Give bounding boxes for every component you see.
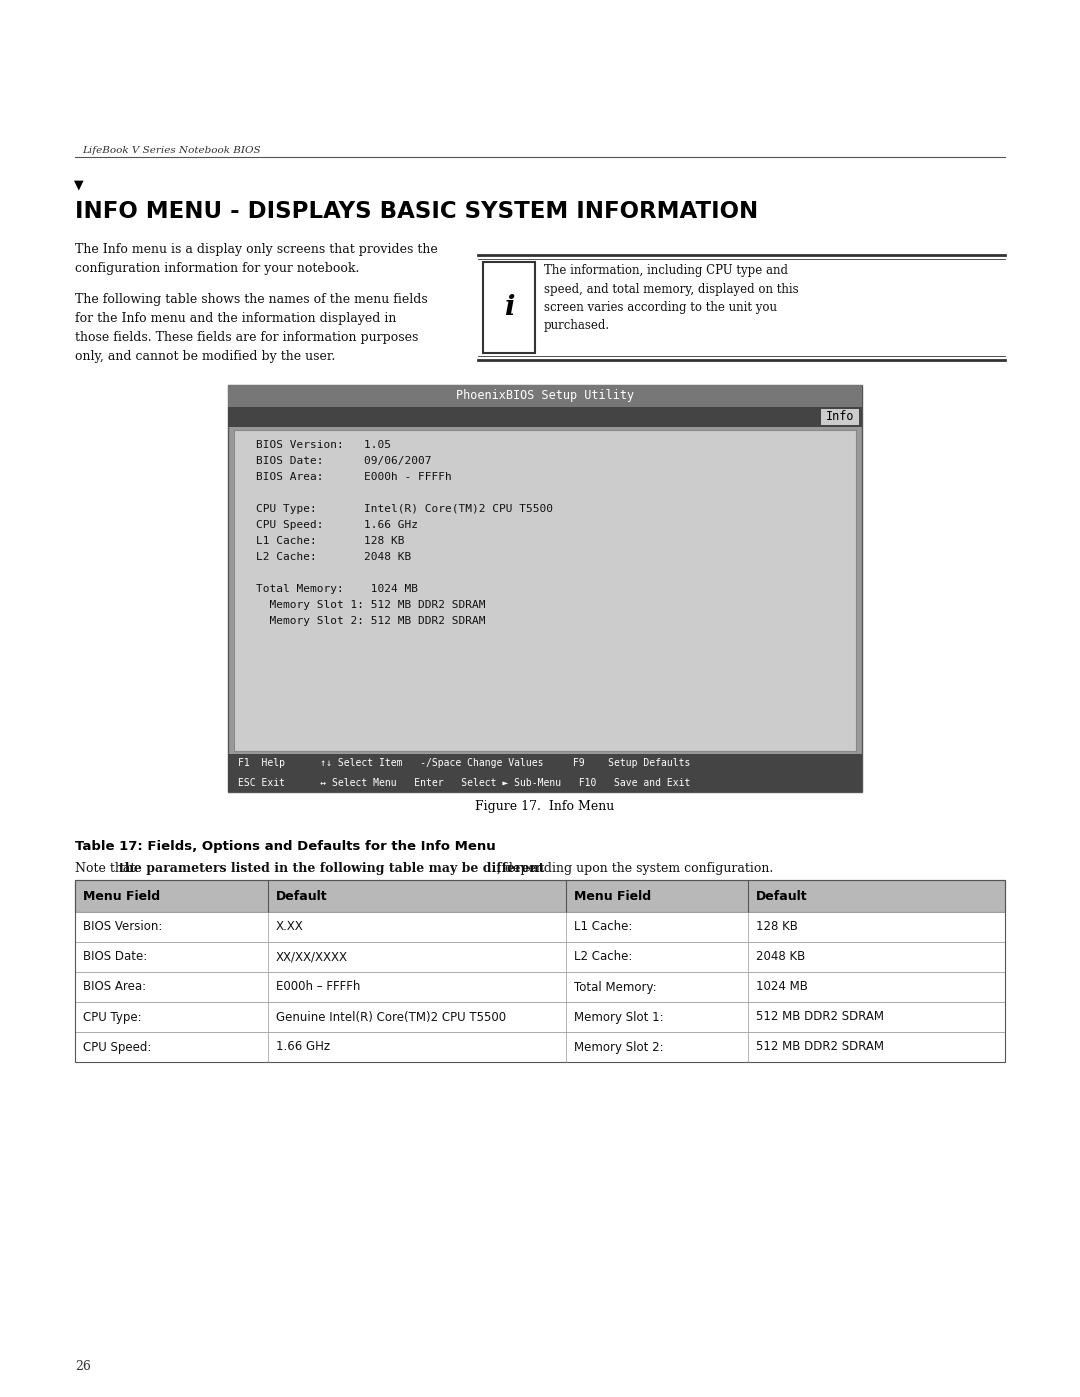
Text: BIOS Version:: BIOS Version: — [83, 921, 162, 933]
Text: 1.66 GHz: 1.66 GHz — [276, 1041, 330, 1053]
Text: BIOS Version:   1.05: BIOS Version: 1.05 — [256, 440, 391, 450]
Text: L2 Cache:: L2 Cache: — [575, 950, 633, 964]
Text: The Info menu is a display only screens that provides the
configuration informat: The Info menu is a display only screens … — [75, 243, 437, 275]
Bar — [234, 430, 856, 752]
Text: 26: 26 — [75, 1361, 91, 1373]
Text: X.XX: X.XX — [276, 921, 303, 933]
Text: Default: Default — [756, 890, 807, 902]
Text: Memory Slot 2: 512 MB DDR2 SDRAM: Memory Slot 2: 512 MB DDR2 SDRAM — [256, 616, 486, 626]
Text: , depending upon the system configuration.: , depending upon the system configuratio… — [497, 862, 773, 875]
Text: Table 17: Fields, Options and Defaults for the Info Menu: Table 17: Fields, Options and Defaults f… — [75, 840, 496, 854]
Text: PhoenixBIOS Setup Utility: PhoenixBIOS Setup Utility — [456, 390, 634, 402]
Text: Total Memory:: Total Memory: — [575, 981, 657, 993]
Bar — [75, 942, 1005, 972]
Text: 512 MB DDR2 SDRAM: 512 MB DDR2 SDRAM — [756, 1010, 883, 1024]
Bar — [228, 754, 862, 792]
Text: CPU Speed:: CPU Speed: — [83, 1041, 151, 1053]
Text: BIOS Date:: BIOS Date: — [83, 950, 147, 964]
Text: L1 Cache:       128 KB: L1 Cache: 128 KB — [256, 536, 405, 546]
Bar — [228, 386, 862, 407]
Text: The information, including CPU type and
speed, and total memory, displayed on th: The information, including CPU type and … — [544, 264, 798, 332]
Text: ▼: ▼ — [75, 177, 83, 191]
Text: Genuine Intel(R) Core(TM)2 CPU T5500: Genuine Intel(R) Core(TM)2 CPU T5500 — [276, 1010, 507, 1024]
Bar — [75, 1032, 1005, 1062]
Bar — [75, 972, 1005, 1002]
Text: ESC Exit      ↔ Select Menu   Enter   Select ► Sub-Menu   F10   Save and Exit: ESC Exit ↔ Select Menu Enter Select ► Su… — [238, 778, 690, 788]
Text: L2 Cache:       2048 KB: L2 Cache: 2048 KB — [256, 552, 411, 562]
Bar — [228, 386, 862, 792]
Text: Default: Default — [276, 890, 327, 902]
Text: XX/XX/XXXX: XX/XX/XXXX — [276, 950, 348, 964]
Text: the parameters listed in the following table may be different: the parameters listed in the following t… — [119, 862, 544, 875]
Text: BIOS Area:      E000h - FFFFh: BIOS Area: E000h - FFFFh — [256, 472, 451, 482]
Text: BIOS Date:      09/06/2007: BIOS Date: 09/06/2007 — [256, 455, 432, 467]
Text: i: i — [503, 293, 514, 321]
Text: CPU Type:: CPU Type: — [83, 1010, 141, 1024]
Text: 512 MB DDR2 SDRAM: 512 MB DDR2 SDRAM — [756, 1041, 883, 1053]
Text: Note that: Note that — [75, 862, 139, 875]
Text: INFO MENU - DISPLAYS BASIC SYSTEM INFORMATION: INFO MENU - DISPLAYS BASIC SYSTEM INFORM… — [75, 200, 758, 224]
Bar — [75, 912, 1005, 942]
Bar — [483, 263, 535, 353]
Bar — [228, 407, 862, 427]
Text: Total Memory:    1024 MB: Total Memory: 1024 MB — [256, 584, 418, 594]
Bar — [75, 1002, 1005, 1032]
Text: LifeBook V Series Notebook BIOS: LifeBook V Series Notebook BIOS — [82, 147, 260, 155]
Text: 128 KB: 128 KB — [756, 921, 797, 933]
Text: Menu Field: Menu Field — [575, 890, 651, 902]
Text: BIOS Area:: BIOS Area: — [83, 981, 146, 993]
Text: Memory Slot 2:: Memory Slot 2: — [575, 1041, 664, 1053]
Text: Memory Slot 1:: Memory Slot 1: — [575, 1010, 664, 1024]
Text: The following table shows the names of the menu fields
for the Info menu and the: The following table shows the names of t… — [75, 293, 428, 363]
Text: CPU Speed:      1.66 GHz: CPU Speed: 1.66 GHz — [256, 520, 418, 529]
Bar — [75, 880, 1005, 1062]
Text: Menu Field: Menu Field — [83, 890, 160, 902]
Text: CPU Type:       Intel(R) Core(TM)2 CPU T5500: CPU Type: Intel(R) Core(TM)2 CPU T5500 — [256, 504, 553, 514]
Text: Info: Info — [826, 411, 854, 423]
Bar — [821, 409, 859, 425]
Text: 1024 MB: 1024 MB — [756, 981, 808, 993]
Text: L1 Cache:: L1 Cache: — [575, 921, 633, 933]
Text: Memory Slot 1: 512 MB DDR2 SDRAM: Memory Slot 1: 512 MB DDR2 SDRAM — [256, 599, 486, 610]
Text: F1  Help      ↑↓ Select Item   -/Space Change Values     F9    Setup Defaults: F1 Help ↑↓ Select Item -/Space Change Va… — [238, 759, 690, 768]
Text: 2048 KB: 2048 KB — [756, 950, 805, 964]
Text: Figure 17.  Info Menu: Figure 17. Info Menu — [475, 800, 615, 813]
Bar — [75, 880, 1005, 912]
Text: E000h – FFFFh: E000h – FFFFh — [276, 981, 361, 993]
